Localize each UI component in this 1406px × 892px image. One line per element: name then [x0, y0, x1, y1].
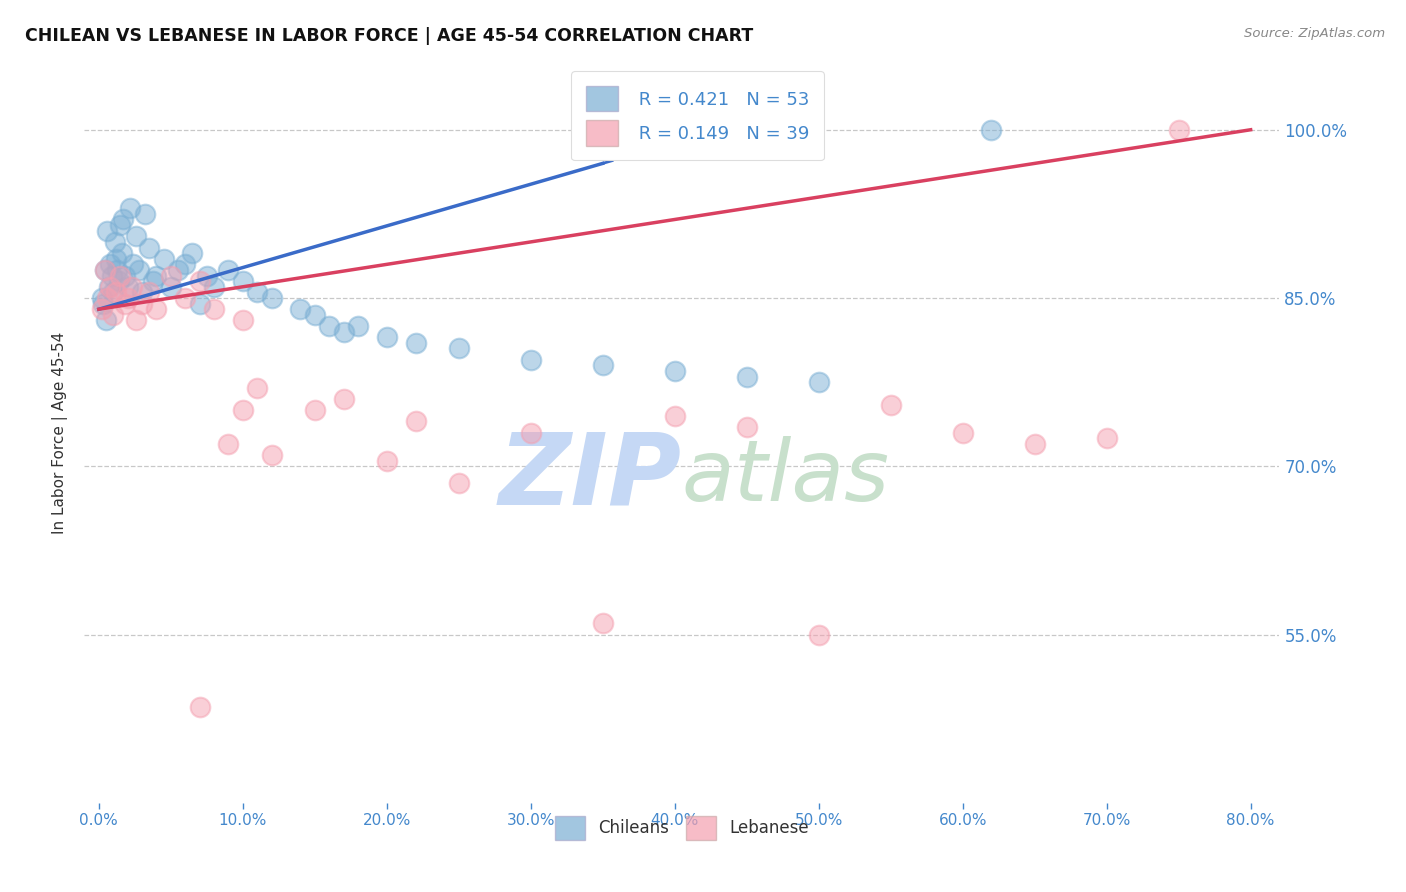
Point [519, 425, 541, 440]
Point [447, 342, 470, 356]
Y-axis label: In Labor Force | Age 45-54: In Labor Force | Age 45-54 [52, 332, 69, 533]
Point [101, 285, 124, 300]
Point [232, 313, 254, 327]
Point [290, 302, 312, 317]
Point [174, 291, 197, 305]
Point [96, 224, 118, 238]
Point [108, 274, 131, 288]
Point [1167, 122, 1189, 136]
Point [134, 207, 156, 221]
Point [519, 352, 541, 367]
Point [122, 257, 145, 271]
Point [188, 700, 211, 714]
Point [246, 285, 269, 300]
Point [304, 308, 326, 322]
Point [105, 252, 128, 266]
Point [447, 476, 470, 491]
Point [117, 280, 139, 294]
Point [232, 274, 254, 288]
Point [405, 335, 427, 350]
Point [735, 420, 758, 434]
Point [112, 212, 135, 227]
Point [332, 392, 354, 406]
Point [304, 403, 326, 417]
Point [202, 280, 225, 294]
Point [167, 263, 190, 277]
Point [195, 268, 218, 283]
Point [1024, 437, 1046, 451]
Point [174, 257, 197, 271]
Point [807, 627, 830, 641]
Point [232, 403, 254, 417]
Point [217, 437, 239, 451]
Point [202, 302, 225, 317]
Point [100, 268, 122, 283]
Point [332, 325, 354, 339]
Point [188, 296, 211, 310]
Point [97, 280, 120, 294]
Point [217, 263, 239, 277]
Point [105, 285, 128, 300]
Point [98, 257, 121, 271]
Legend: Chileans, Lebanese: Chileans, Lebanese [548, 809, 815, 847]
Point [181, 246, 204, 260]
Point [142, 274, 165, 288]
Text: ZIP: ZIP [499, 428, 682, 525]
Point [664, 364, 686, 378]
Point [807, 375, 830, 389]
Point [121, 280, 143, 294]
Point [145, 268, 167, 283]
Point [159, 268, 181, 283]
Point [93, 263, 115, 277]
Point [260, 448, 283, 462]
Point [114, 296, 136, 310]
Point [138, 285, 160, 300]
Point [90, 291, 112, 305]
Point [375, 330, 398, 344]
Point [91, 296, 114, 310]
Text: CHILEAN VS LEBANESE IN LABOR FORCE | AGE 45-54 CORRELATION CHART: CHILEAN VS LEBANESE IN LABOR FORCE | AGE… [25, 27, 754, 45]
Point [114, 268, 136, 283]
Point [347, 319, 370, 334]
Point [117, 291, 139, 305]
Point [138, 240, 160, 254]
Point [125, 313, 148, 327]
Point [111, 246, 134, 260]
Point [664, 409, 686, 423]
Point [110, 268, 132, 283]
Point [980, 122, 1002, 136]
Point [246, 381, 269, 395]
Point [120, 201, 142, 215]
Point [96, 291, 118, 305]
Text: Source: ZipAtlas.com: Source: ZipAtlas.com [1244, 27, 1385, 40]
Point [98, 280, 121, 294]
Point [145, 302, 167, 317]
Point [375, 453, 398, 467]
Point [318, 319, 340, 334]
Point [107, 263, 129, 277]
Point [125, 229, 148, 244]
Point [1095, 431, 1118, 445]
Point [131, 296, 153, 310]
Point [93, 263, 115, 277]
Point [159, 280, 181, 294]
Point [94, 313, 117, 327]
Point [128, 263, 150, 277]
Point [952, 425, 974, 440]
Point [90, 302, 112, 317]
Point [260, 291, 283, 305]
Point [101, 308, 124, 322]
Point [735, 369, 758, 384]
Point [592, 616, 614, 631]
Point [188, 274, 211, 288]
Point [131, 285, 153, 300]
Point [104, 235, 127, 249]
Point [879, 398, 901, 412]
Point [405, 414, 427, 428]
Point [110, 218, 132, 232]
Point [152, 252, 174, 266]
Text: atlas: atlas [682, 435, 890, 518]
Point [592, 359, 614, 373]
